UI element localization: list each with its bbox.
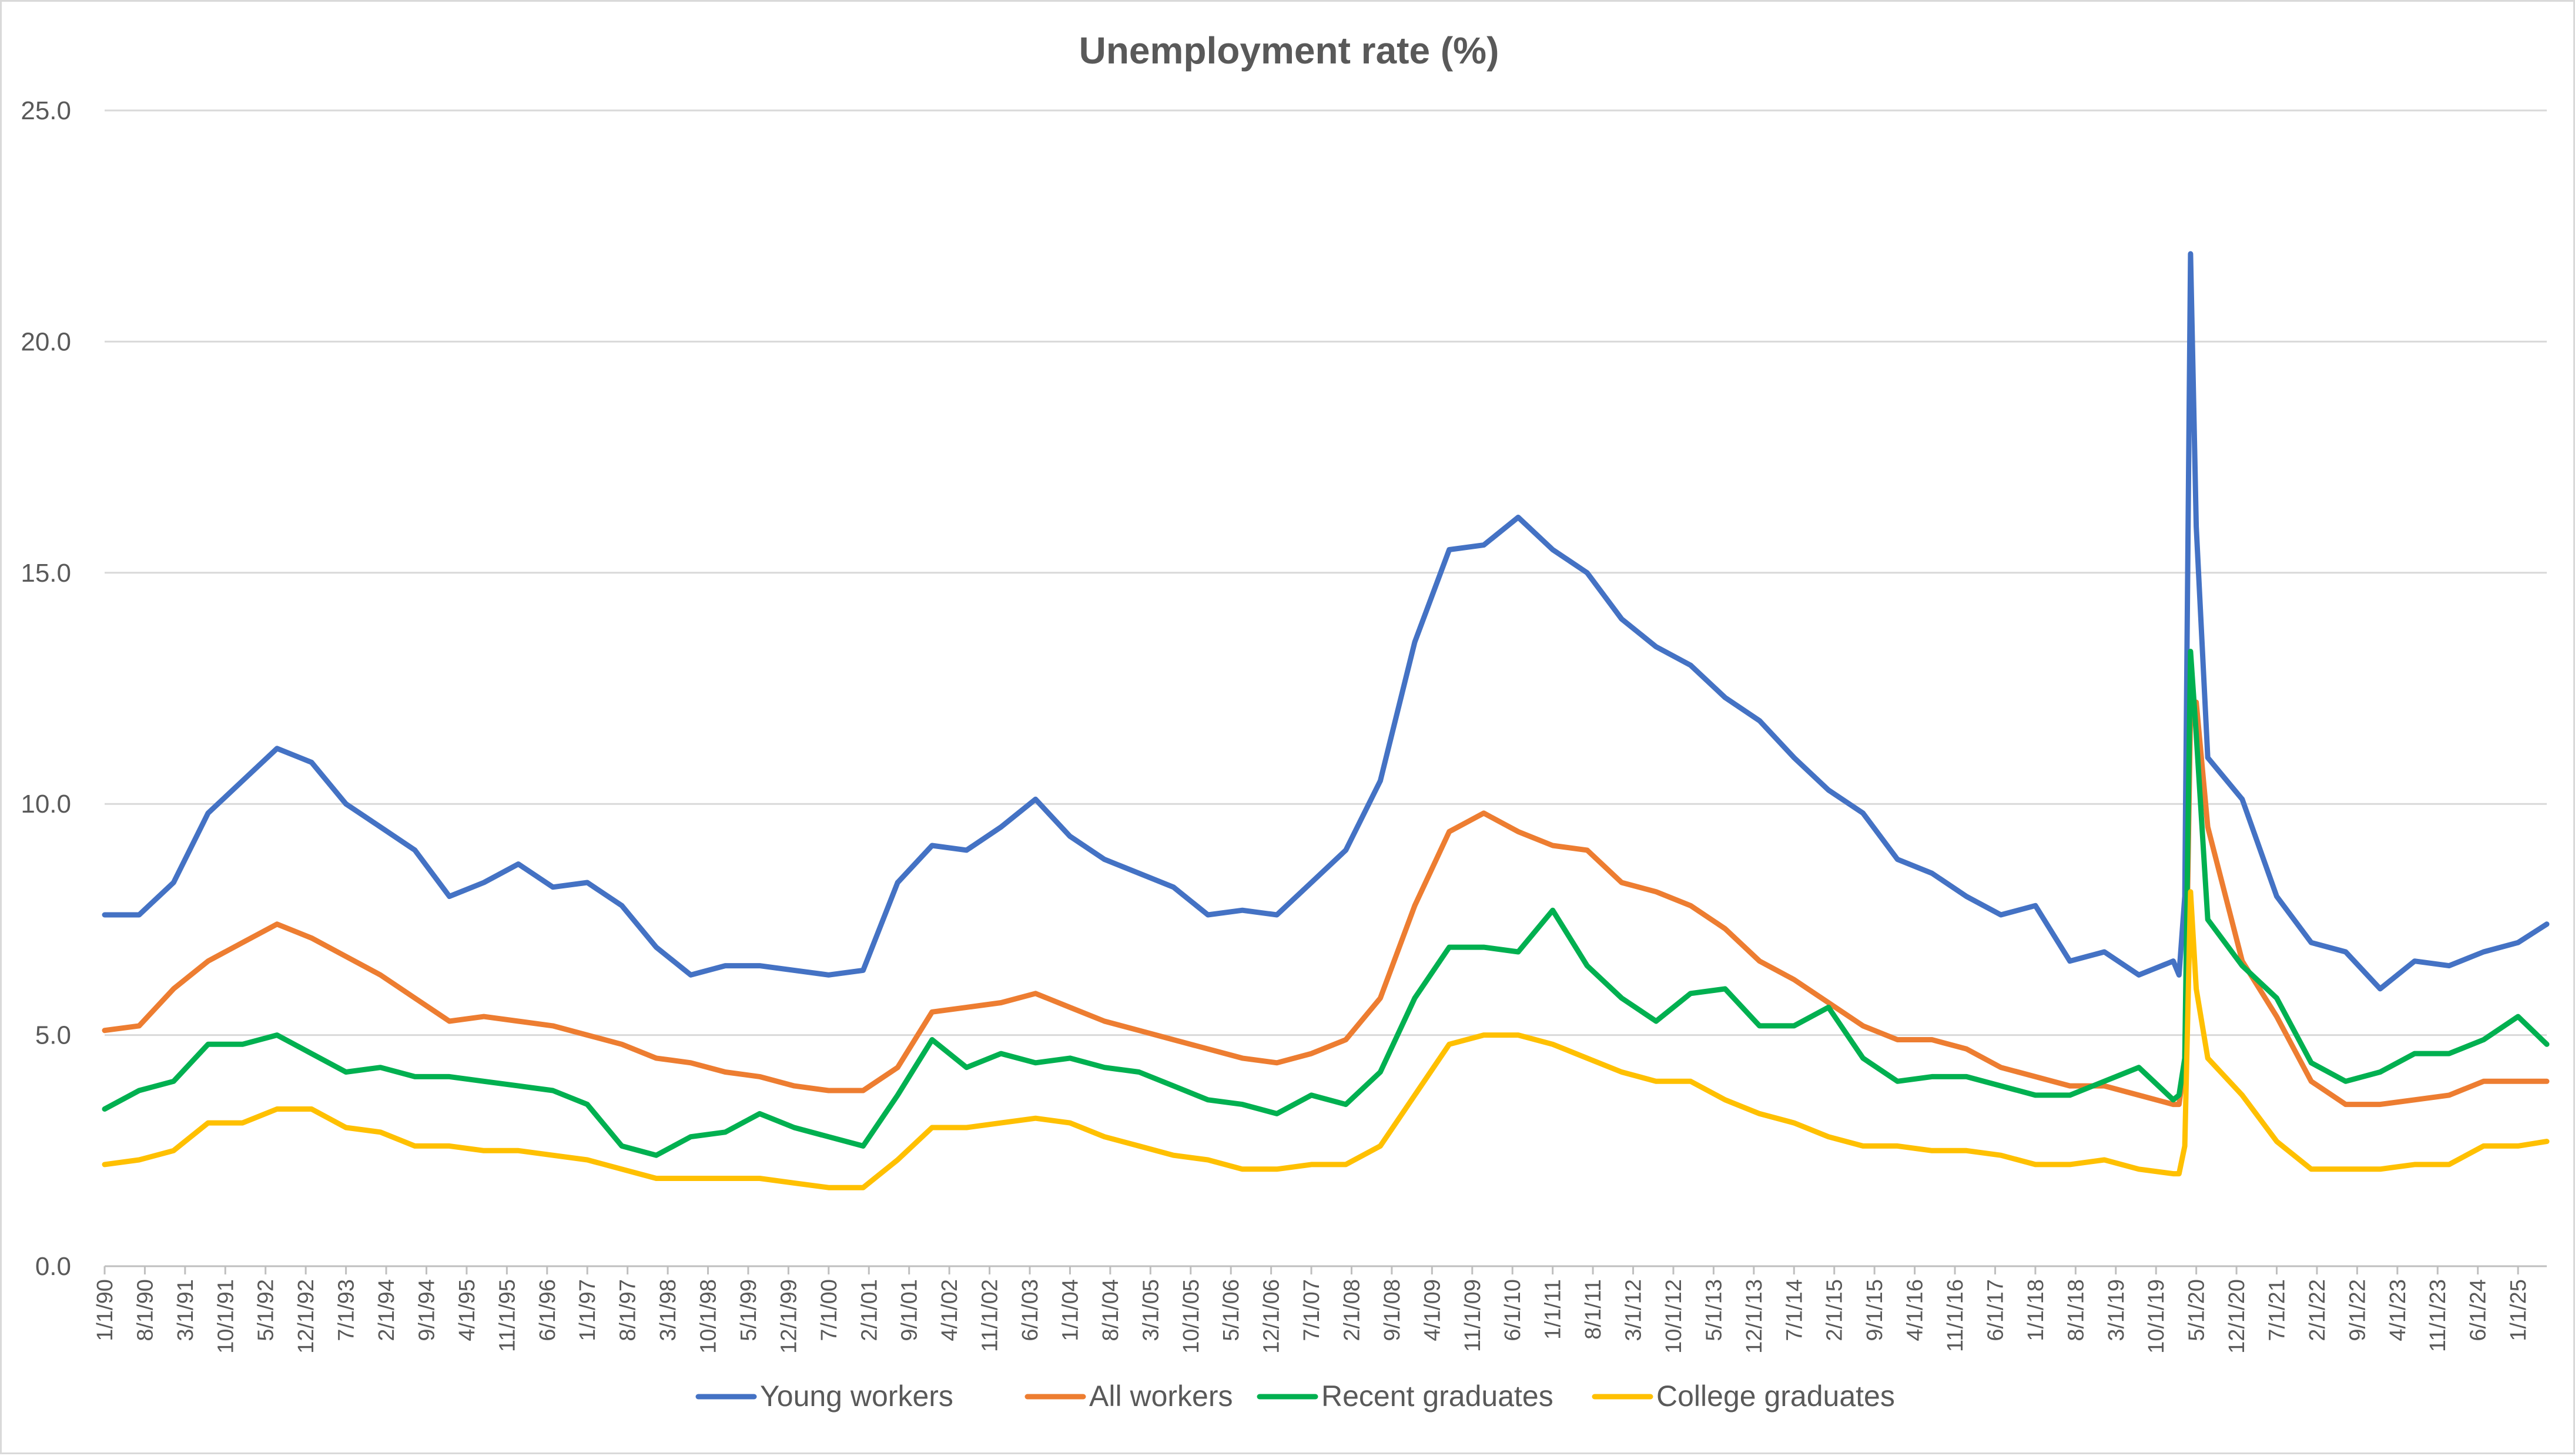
x-tick-label: 11/1/09 — [1461, 1279, 1485, 1352]
chart-title: Unemployment rate (%) — [1079, 29, 1499, 72]
x-tick-label: 3/1/05 — [1139, 1279, 1163, 1341]
y-tick-label: 0.0 — [35, 1252, 71, 1281]
x-tick-label: 12/1/92 — [294, 1279, 319, 1354]
x-tick-label: 3/1/12 — [1622, 1279, 1646, 1341]
series-line-all-workers — [102, 699, 2550, 1108]
x-tick-label: 2/1/22 — [2305, 1279, 2330, 1341]
legend-label: Recent graduates — [1321, 1380, 1553, 1413]
series-line-recent-graduates — [102, 649, 2550, 1158]
x-tick-label: 11/1/16 — [1943, 1279, 1968, 1352]
x-tick-label: 6/1/03 — [1018, 1279, 1043, 1341]
x-tick-label: 4/1/09 — [1420, 1279, 1445, 1341]
x-tick-label: 5/1/06 — [1219, 1279, 1244, 1341]
x-tick-label: 7/1/21 — [2265, 1279, 2290, 1341]
x-tick-label: 1/1/25 — [2506, 1279, 2531, 1341]
x-tick-label: 11/1/95 — [495, 1279, 520, 1352]
x-tick-label: 4/1/23 — [2386, 1279, 2410, 1341]
legend-label: Young workers — [760, 1380, 953, 1413]
x-tick-label: 3/1/19 — [2104, 1279, 2129, 1341]
x-tick-label: 8/1/18 — [2064, 1279, 2088, 1341]
x-tick-label: 1/1/90 — [93, 1279, 118, 1341]
x-tick-label: 2/1/15 — [1823, 1279, 1847, 1341]
x-tick-label: 7/1/00 — [817, 1279, 842, 1341]
series-lines — [102, 251, 2550, 1190]
y-tick-label: 25.0 — [21, 96, 71, 125]
legend-label: College graduates — [1656, 1380, 1895, 1413]
x-tick-label: 8/1/04 — [1099, 1279, 1123, 1341]
x-tick-label: 3/1/91 — [173, 1279, 198, 1341]
x-tick-label: 4/1/95 — [455, 1279, 480, 1341]
x-tick-label: 6/1/17 — [1983, 1279, 2008, 1341]
x-tick-label: 2/1/94 — [374, 1279, 399, 1341]
legend-label: All workers — [1089, 1380, 1233, 1413]
x-tick-label: 3/1/98 — [656, 1279, 681, 1341]
y-tick-label: 15.0 — [21, 559, 71, 588]
x-axis-tick-labels: 1/1/90 8/1/90 3/1/91 10/1/91 5/1/92 12/1/92 7/… — [93, 1266, 2531, 1354]
x-tick-label: 10/1/05 — [1179, 1279, 1204, 1354]
x-tick-label: 2/1/01 — [857, 1279, 882, 1341]
x-tick-label: 6/1/96 — [535, 1279, 560, 1341]
gridlines — [105, 109, 2547, 1267]
x-tick-label: 9/1/15 — [1863, 1279, 1887, 1341]
x-tick-label: 5/1/99 — [736, 1279, 761, 1341]
x-tick-label: 11/1/23 — [2426, 1279, 2450, 1352]
series-line-college-graduates — [102, 889, 2550, 1190]
x-tick-label: 10/1/91 — [213, 1279, 238, 1354]
legend: Young workers All workers Recent graduates… — [695, 1380, 1895, 1413]
x-tick-label: 8/1/90 — [133, 1279, 158, 1341]
x-tick-label: 10/1/98 — [697, 1279, 721, 1354]
x-tick-label: 9/1/94 — [414, 1279, 439, 1341]
x-tick-label: 10/1/19 — [2144, 1279, 2169, 1354]
x-tick-label: 6/1/10 — [1501, 1279, 1525, 1341]
x-tick-label: 8/1/97 — [616, 1279, 641, 1341]
x-tick-label: 7/1/07 — [1300, 1279, 1324, 1341]
x-tick-label: 7/1/93 — [334, 1279, 359, 1341]
x-tick-label: 5/1/92 — [254, 1279, 279, 1341]
x-tick-label: 9/1/08 — [1380, 1279, 1405, 1341]
x-tick-label: 6/1/24 — [2466, 1279, 2491, 1341]
x-tick-label: 12/1/13 — [1742, 1279, 1767, 1354]
x-tick-label: 12/1/99 — [776, 1279, 801, 1354]
x-tick-label: 7/1/14 — [1782, 1279, 1807, 1341]
y-axis-tick-labels: 0.0 5.0 10.0 15.0 20.0 25.0 — [21, 96, 71, 1281]
x-tick-label: 5/1/13 — [1702, 1279, 1726, 1341]
y-tick-label: 20.0 — [21, 327, 71, 356]
x-tick-label: 1/1/04 — [1058, 1279, 1083, 1341]
y-tick-label: 5.0 — [35, 1021, 71, 1050]
x-tick-label: 9/1/01 — [898, 1279, 922, 1341]
x-tick-label: 8/1/11 — [1581, 1279, 1606, 1340]
x-tick-label: 9/1/22 — [2345, 1279, 2370, 1341]
x-tick-label: 10/1/12 — [1662, 1279, 1686, 1354]
x-tick-label: 5/1/20 — [2185, 1279, 2209, 1341]
x-tick-label: 2/1/08 — [1340, 1279, 1364, 1341]
x-tick-label: 1/1/18 — [2024, 1279, 2048, 1341]
series-line-young-workers — [102, 251, 2550, 992]
x-tick-label: 1/1/97 — [575, 1279, 600, 1341]
x-tick-label: 4/1/02 — [937, 1279, 962, 1341]
y-tick-label: 10.0 — [21, 790, 71, 818]
x-tick-label: 12/1/06 — [1260, 1279, 1284, 1354]
x-tick-label: 4/1/16 — [1903, 1279, 1928, 1341]
x-tick-label: 11/1/02 — [978, 1279, 1003, 1352]
x-tick-label: 1/1/11 — [1541, 1279, 1566, 1340]
x-tick-label: 12/1/20 — [2225, 1279, 2249, 1354]
